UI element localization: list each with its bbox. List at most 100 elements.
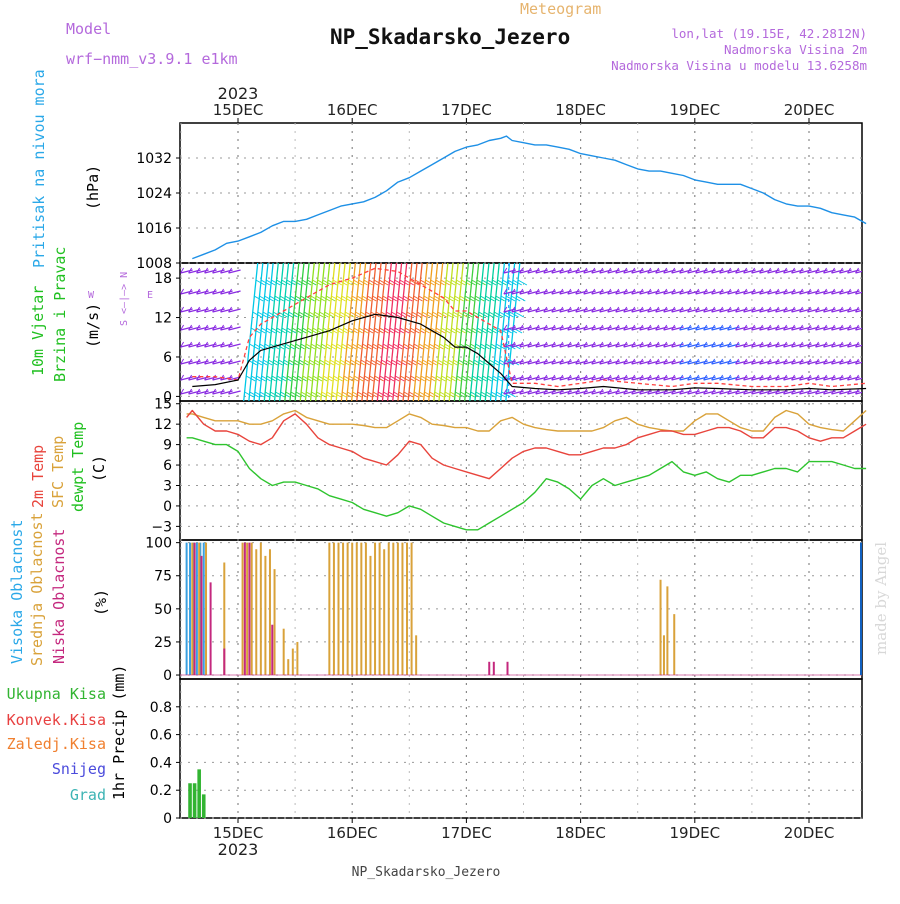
wind-arrow-head xyxy=(839,306,843,313)
wind-arrow-head xyxy=(823,288,827,295)
wind-arrow-head xyxy=(679,374,684,381)
wind-shaft xyxy=(392,263,408,401)
wind-arrow-head xyxy=(775,324,780,331)
cloud-tick-label: 25 xyxy=(154,635,172,651)
wind-arrow-head xyxy=(615,306,620,313)
wind-arrow-head xyxy=(519,374,524,381)
wind-arrow-head xyxy=(607,388,612,395)
wind-shaft xyxy=(474,263,490,401)
wind-arrow-head xyxy=(647,288,652,295)
wind-barb-flag xyxy=(514,311,524,318)
wind-arrow-head xyxy=(839,358,843,365)
wind-arrow-head xyxy=(559,358,564,365)
wind-shaft xyxy=(268,263,285,401)
wind-arrow-head xyxy=(591,288,596,295)
wind-arrow-head xyxy=(831,374,835,381)
wind-arrow-head xyxy=(687,324,692,331)
wind-arrow-head xyxy=(815,341,819,348)
temperature-tick-label: 15 xyxy=(154,397,172,413)
wind-arrow-head xyxy=(759,306,764,313)
wind-arrow-head xyxy=(775,358,780,365)
wind-arrow-head xyxy=(839,267,843,274)
wind-shaft xyxy=(422,263,439,401)
wind-arrow-head xyxy=(679,358,684,365)
wind-arrow-head xyxy=(631,358,636,365)
wind-arrow-head xyxy=(599,388,604,395)
wind-arrow-head xyxy=(687,388,692,395)
wind-arrow-head xyxy=(615,374,620,381)
wind-arrow-head xyxy=(719,374,724,381)
wind-arrow-head xyxy=(823,341,827,348)
wind-arrow xyxy=(855,291,862,295)
wind-arrow-head xyxy=(204,374,209,381)
wind-arrow-head xyxy=(775,288,780,295)
wind-arrow-head xyxy=(775,306,780,313)
wind-arrow-head xyxy=(663,374,668,381)
wind-shaft xyxy=(453,263,470,401)
wind-arrow-head xyxy=(855,306,859,313)
wind-arrow-head xyxy=(511,306,516,313)
wind-arrow-head xyxy=(655,288,660,295)
wind-arrow-head xyxy=(559,306,564,313)
wind-arrow-head xyxy=(511,267,516,274)
wind-arrow-head xyxy=(767,324,772,331)
wind-arrow-head xyxy=(663,288,668,295)
wind-arrow-head xyxy=(671,358,676,365)
wind-arrow-head xyxy=(623,358,628,365)
wind-arrow-head xyxy=(631,267,636,274)
wind-arrow xyxy=(855,270,862,274)
wind-arrow-head xyxy=(639,267,644,274)
wind-tick-label: 6 xyxy=(163,350,172,366)
wind-arrow-head xyxy=(751,374,756,381)
wind-arrow-head xyxy=(567,374,572,381)
wind-arrow-head xyxy=(639,288,644,295)
wind-shaft xyxy=(428,263,444,401)
wind-arrow-head xyxy=(228,388,233,395)
wind-shaft xyxy=(407,263,423,401)
wind-arrow-head xyxy=(719,306,724,313)
wind-arrow-head xyxy=(727,388,732,395)
wind-arrow-head xyxy=(559,267,564,274)
wind-shaft xyxy=(356,263,372,401)
wind-shaft xyxy=(248,263,264,401)
wind-arrow-head xyxy=(735,374,740,381)
wind-shaft xyxy=(258,263,274,401)
wind-arrow-head xyxy=(575,288,580,295)
wind-arrow-head xyxy=(807,288,811,295)
wind-arrow-head xyxy=(519,388,524,395)
wind-arrow-head xyxy=(503,358,508,365)
wind-arrow-head xyxy=(671,306,676,313)
wind-arrow-head xyxy=(180,341,185,348)
precip-tick-label: 0.6 xyxy=(150,728,172,744)
wind-arrow-head xyxy=(607,374,612,381)
wind-shaft xyxy=(325,263,341,401)
wind-arrow xyxy=(228,290,241,295)
wind-arrow-head xyxy=(799,358,804,365)
wind-arrow-head xyxy=(527,324,532,331)
pressure-unit: (hPa) xyxy=(84,165,102,210)
wind-arrow-head xyxy=(535,374,540,381)
wind-arrow-head xyxy=(679,306,684,313)
wind-compass-w: W xyxy=(88,290,95,301)
cloud-tick-label: 100 xyxy=(145,536,172,552)
wind-arrow-head xyxy=(503,288,508,295)
wind-arrow-head xyxy=(188,306,193,313)
temperature-tick-label: 0 xyxy=(163,499,172,515)
wind-barbs xyxy=(180,263,862,401)
wind-arrow-head xyxy=(831,267,835,274)
wind-arrow-head xyxy=(711,388,716,395)
wind-arrow-head xyxy=(807,358,811,365)
wind-arrow-head xyxy=(212,358,217,365)
wind-arrow-head xyxy=(655,341,660,348)
wind-arrow-head xyxy=(759,267,764,274)
wind-label-line1: 10m Vjetar xyxy=(29,286,47,376)
wind-arrow-head xyxy=(575,388,580,395)
precip-panel-frame xyxy=(179,678,863,819)
wind-arrow-head xyxy=(567,341,572,348)
wind-shaft xyxy=(330,263,346,401)
watermark: made by Angel xyxy=(872,542,890,655)
wind-arrow xyxy=(228,343,241,348)
wind-arrow-head xyxy=(695,374,700,381)
wind-arrow-head xyxy=(671,267,676,274)
